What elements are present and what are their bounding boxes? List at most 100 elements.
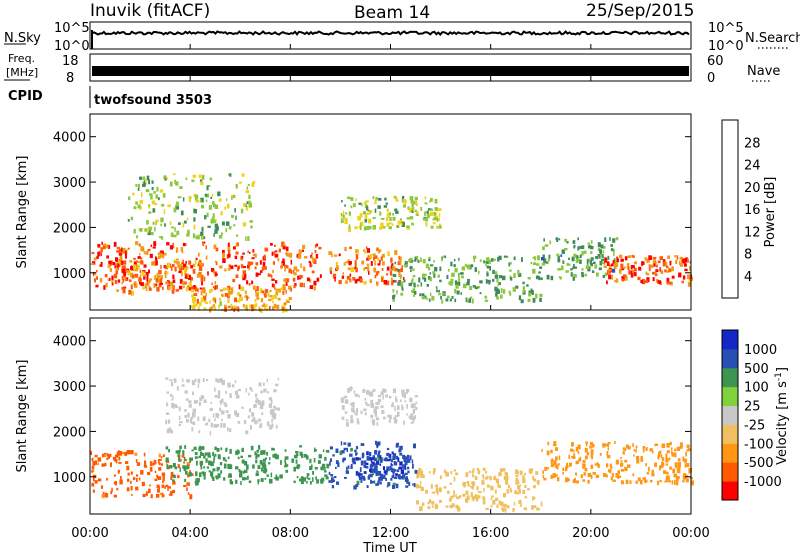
heatmap-cell	[381, 268, 384, 271]
heatmap-cell	[619, 254, 623, 259]
heatmap-cell	[220, 422, 223, 428]
heatmap-cell	[435, 488, 439, 494]
heatmap-cell	[201, 274, 204, 279]
heatmap-cell	[191, 300, 196, 303]
heatmap-cell	[182, 222, 185, 228]
heatmap-cell	[394, 250, 398, 255]
heatmap-cell	[183, 456, 186, 461]
heatmap-cell	[145, 271, 149, 276]
heatmap-cell	[455, 494, 457, 497]
heatmap-cell	[172, 242, 174, 246]
heatmap-cell	[390, 257, 393, 263]
x-tick-label: 12:00	[372, 526, 409, 541]
heatmap-cell	[256, 454, 260, 458]
heatmap-cell	[454, 280, 457, 286]
heatmap-cell	[666, 450, 670, 454]
heatmap-cell	[170, 471, 174, 477]
heatmap-cell	[394, 419, 398, 424]
heatmap-cell	[428, 298, 431, 302]
heatmap-cell	[411, 203, 414, 208]
heatmap-cell	[308, 260, 311, 263]
heatmap-cell	[612, 479, 616, 482]
heatmap-cell	[400, 292, 404, 296]
heatmap-cell	[476, 486, 479, 491]
heatmap-cell	[177, 450, 181, 455]
heatmap-cell	[624, 466, 626, 471]
heatmap-cell	[179, 267, 183, 270]
heatmap-cell	[662, 462, 665, 466]
heatmap-cell	[343, 442, 347, 445]
heatmap-cell	[532, 496, 536, 500]
heatmap-cell	[370, 463, 373, 468]
heatmap-cell	[430, 211, 434, 216]
heatmap-cell	[416, 473, 420, 478]
heatmap-cell	[646, 277, 650, 283]
heatmap-cell	[343, 262, 346, 266]
heatmap-cell	[666, 471, 669, 475]
heatmap-cell	[416, 211, 419, 215]
heatmap-cell	[213, 455, 216, 461]
heatmap-cell	[675, 465, 678, 469]
heatmap-cell	[227, 253, 231, 258]
heatmap-cell	[365, 403, 368, 406]
heatmap-cell	[282, 287, 286, 291]
heatmap-cell	[392, 297, 395, 302]
heatmap-cell	[687, 448, 691, 452]
heatmap-cell	[284, 278, 287, 283]
heatmap-cell	[665, 463, 668, 466]
heatmap-cell	[443, 486, 447, 489]
heatmap-cell	[392, 273, 397, 277]
heatmap-cell	[235, 450, 238, 456]
heatmap-cell	[406, 479, 409, 484]
heatmap-cell	[455, 472, 459, 476]
heatmap-cell	[198, 262, 202, 266]
heatmap-cell	[174, 179, 176, 184]
heatmap-cell	[228, 292, 230, 297]
heatmap-cell	[269, 410, 273, 415]
heatmap-cell	[263, 382, 265, 387]
heatmap-cell	[105, 282, 108, 288]
heatmap-cell	[381, 253, 385, 258]
heatmap-cell	[449, 482, 453, 485]
heatmap-cell	[241, 447, 244, 453]
heatmap-cell	[666, 277, 670, 283]
nsearch-tick-bottom: 10^0	[708, 39, 744, 54]
heatmap-cell	[627, 255, 632, 259]
heatmap-cell	[178, 455, 181, 460]
heatmap-cell	[375, 466, 378, 470]
heatmap-cell	[144, 460, 147, 466]
heatmap-cell	[198, 252, 200, 257]
heatmap-cell	[416, 284, 420, 287]
heatmap-cell	[277, 258, 280, 262]
heatmap-cell	[338, 280, 342, 285]
heatmap-cell	[204, 452, 208, 456]
heatmap-cell	[392, 266, 396, 271]
heatmap-cell	[413, 282, 416, 288]
heatmap-cell	[388, 420, 391, 423]
heatmap-cell	[174, 261, 177, 264]
heatmap-cell	[227, 427, 229, 432]
heatmap-cell	[378, 476, 381, 481]
heatmap-cell	[412, 463, 414, 469]
heatmap-cell	[282, 291, 284, 293]
heatmap-cell	[368, 225, 372, 230]
heatmap-cell	[678, 465, 681, 469]
heatmap-cell	[324, 470, 327, 473]
heatmap-cell	[357, 249, 359, 254]
heatmap-cell	[273, 389, 277, 393]
heatmap-cell	[612, 248, 615, 252]
heatmap-cell	[229, 479, 232, 482]
heatmap-cell	[682, 474, 687, 480]
heatmap-cell	[690, 480, 694, 486]
heatmap-cell	[217, 379, 220, 383]
heatmap-cell	[135, 486, 139, 491]
heatmap-cell	[270, 409, 273, 412]
heatmap-cell	[262, 450, 266, 455]
heatmap-cell	[195, 478, 197, 482]
heatmap-cell	[165, 457, 169, 462]
heatmap-cell	[118, 249, 123, 254]
heatmap-cell	[285, 464, 289, 467]
heatmap-cell	[264, 247, 269, 252]
heatmap-cell	[254, 404, 257, 408]
heatmap-cell	[567, 263, 571, 266]
